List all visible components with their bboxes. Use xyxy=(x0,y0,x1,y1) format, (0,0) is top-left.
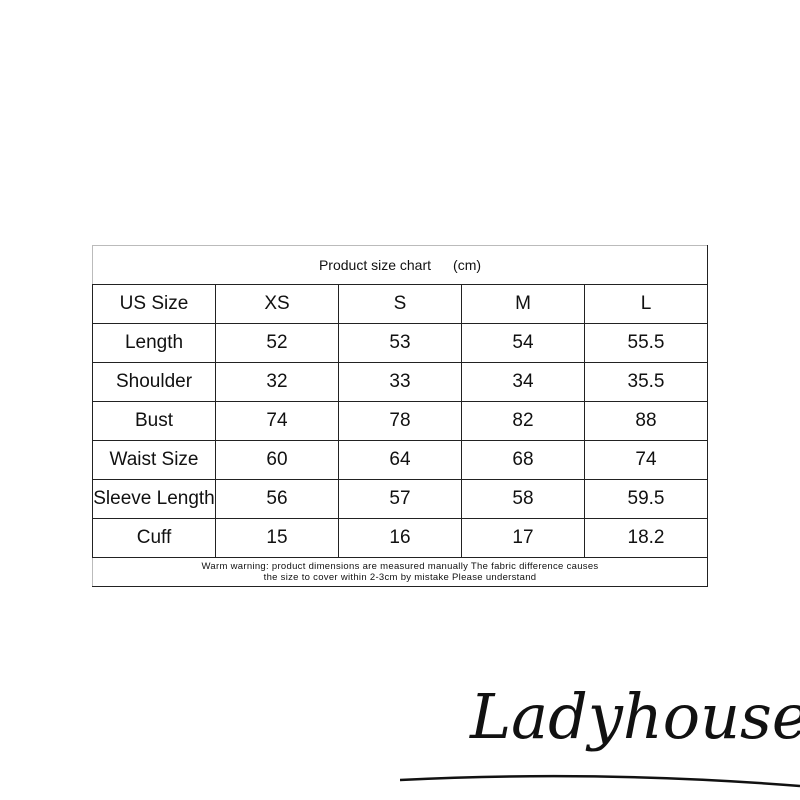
table-row: Waist Size 60 64 68 74 xyxy=(92,440,708,480)
note-row: Warm warning: product dimensions are mea… xyxy=(92,557,708,587)
value-cell: 16 xyxy=(338,518,462,558)
table-row: Sleeve Length 56 57 58 59.5 xyxy=(92,479,708,519)
note-line: the size to cover within 2-3cm by mistak… xyxy=(263,572,537,583)
value-cell: 52 xyxy=(215,323,339,363)
header-row: US Size XS S M L xyxy=(92,284,708,324)
value-cell: 56 xyxy=(215,479,339,519)
value-cell: 18.2 xyxy=(584,518,708,558)
header-cell: XS xyxy=(215,284,339,324)
value-cell: 74 xyxy=(215,401,339,441)
row-label: Bust xyxy=(92,401,216,441)
note-line: Warm warning: product dimensions are mea… xyxy=(201,561,599,572)
header-cell: US Size xyxy=(92,284,216,324)
logo-underline xyxy=(400,774,800,788)
warning-note: Warm warning: product dimensions are mea… xyxy=(92,557,708,587)
header-cell: L xyxy=(584,284,708,324)
value-cell: 88 xyxy=(584,401,708,441)
row-label: Sleeve Length xyxy=(92,479,216,519)
row-label: Length xyxy=(92,323,216,363)
ladyhouse-logo: Ladyhouse xyxy=(400,680,800,788)
value-cell: 35.5 xyxy=(584,362,708,402)
value-cell: 15 xyxy=(215,518,339,558)
header-cell: S xyxy=(338,284,462,324)
value-cell: 34 xyxy=(461,362,585,402)
value-cell: 54 xyxy=(461,323,585,363)
row-label: Waist Size xyxy=(92,440,216,480)
value-cell: 33 xyxy=(338,362,462,402)
table-title: Product size chart (cm) xyxy=(92,245,708,285)
value-cell: 58 xyxy=(461,479,585,519)
value-cell: 82 xyxy=(461,401,585,441)
header-cell: M xyxy=(461,284,585,324)
title-text: Product size chart xyxy=(318,257,432,273)
value-cell: 78 xyxy=(338,401,462,441)
unit-text: (cm) xyxy=(453,257,482,273)
value-cell: 64 xyxy=(338,440,462,480)
value-cell: 59.5 xyxy=(584,479,708,519)
table-row: Shoulder 32 33 34 35.5 xyxy=(92,362,708,402)
table-row: Length 52 53 54 55.5 xyxy=(92,323,708,363)
value-cell: 55.5 xyxy=(584,323,708,363)
row-label: Cuff xyxy=(92,518,216,558)
size-chart-table: Product size chart (cm) US Size XS S M L … xyxy=(92,245,708,587)
value-cell: 17 xyxy=(461,518,585,558)
value-cell: 53 xyxy=(338,323,462,363)
value-cell: 68 xyxy=(461,440,585,480)
logo-lettering: Ladyhouse xyxy=(469,680,800,753)
value-cell: 32 xyxy=(215,362,339,402)
value-cell: 74 xyxy=(584,440,708,480)
row-label: Shoulder xyxy=(92,362,216,402)
table-row: Cuff 15 16 17 18.2 xyxy=(92,518,708,558)
value-cell: 57 xyxy=(338,479,462,519)
table-row: Bust 74 78 82 88 xyxy=(92,401,708,441)
title-row: Product size chart (cm) xyxy=(92,245,708,285)
value-cell: 60 xyxy=(215,440,339,480)
